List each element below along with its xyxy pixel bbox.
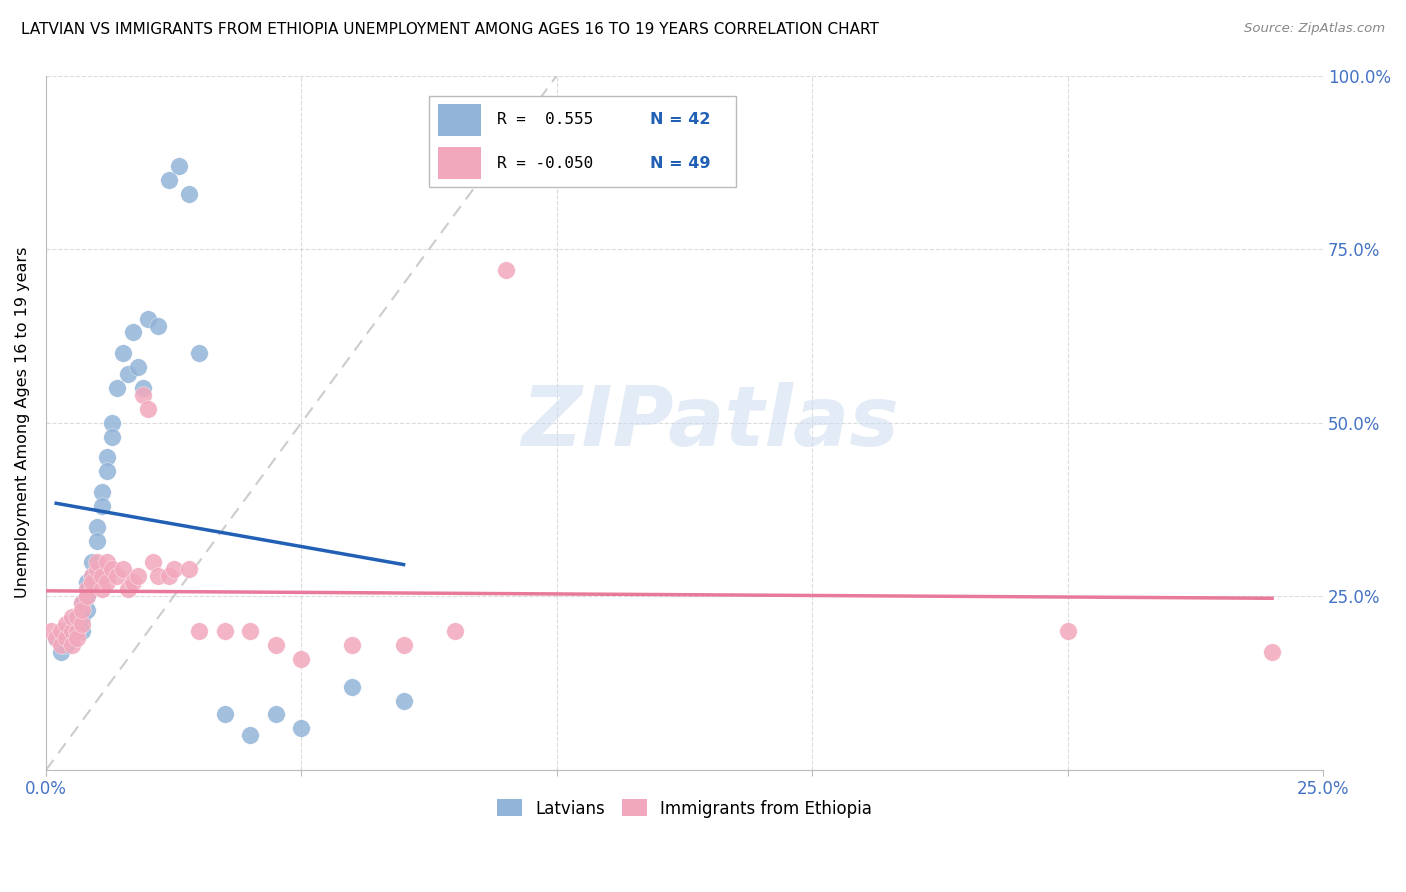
Point — [39, 624, 62, 639]
Point — [65, 610, 87, 624]
Point — [45, 631, 67, 645]
Point — [264, 707, 287, 722]
Point — [60, 638, 83, 652]
Point — [86, 561, 108, 575]
Point — [80, 575, 103, 590]
Point — [70, 617, 93, 632]
Point — [70, 624, 93, 639]
Point — [65, 631, 87, 645]
Point — [107, 381, 129, 395]
Point — [60, 617, 83, 632]
Point — [101, 416, 124, 430]
Point — [55, 624, 77, 639]
Point — [80, 568, 103, 582]
Point — [86, 555, 108, 569]
Point — [290, 652, 312, 666]
Point — [70, 596, 93, 610]
Point — [107, 568, 129, 582]
Point — [167, 159, 190, 173]
Point — [65, 624, 87, 639]
Point — [117, 367, 139, 381]
Point — [91, 499, 114, 513]
Point — [148, 318, 170, 333]
Point — [70, 596, 93, 610]
Point — [101, 561, 124, 575]
Point — [80, 555, 103, 569]
Legend: Latvians, Immigrants from Ethiopia: Latvians, Immigrants from Ethiopia — [491, 793, 879, 824]
Point — [392, 638, 415, 652]
Point — [91, 568, 114, 582]
Point — [91, 485, 114, 500]
Point — [111, 346, 134, 360]
Point — [86, 533, 108, 548]
Point — [214, 624, 236, 639]
Point — [136, 401, 159, 416]
Point — [51, 645, 73, 659]
Text: ZIPatlas: ZIPatlas — [522, 383, 898, 463]
Point — [239, 728, 262, 742]
Point — [132, 388, 155, 402]
Point — [91, 582, 114, 597]
Point — [188, 624, 211, 639]
Text: Source: ZipAtlas.com: Source: ZipAtlas.com — [1244, 22, 1385, 36]
Point — [55, 631, 77, 645]
Point — [177, 186, 200, 201]
Point — [96, 555, 118, 569]
Point — [127, 568, 149, 582]
Point — [121, 575, 143, 590]
Point — [239, 624, 262, 639]
Point — [51, 638, 73, 652]
Point — [60, 610, 83, 624]
Point — [96, 575, 118, 590]
Point — [117, 582, 139, 597]
Point — [142, 555, 165, 569]
Point — [70, 610, 93, 624]
Point — [101, 430, 124, 444]
Point — [132, 381, 155, 395]
Point — [76, 582, 98, 597]
Point — [65, 610, 87, 624]
Point — [163, 561, 186, 575]
Point — [80, 568, 103, 582]
Point — [157, 172, 180, 186]
Point — [60, 631, 83, 645]
Point — [76, 590, 98, 604]
Point — [214, 707, 236, 722]
Point — [60, 624, 83, 639]
Point — [65, 624, 87, 639]
Point — [127, 360, 149, 375]
Point — [76, 603, 98, 617]
Point — [45, 631, 67, 645]
Point — [392, 693, 415, 707]
Point — [76, 590, 98, 604]
Point — [342, 680, 364, 694]
Point — [136, 311, 159, 326]
Point — [264, 638, 287, 652]
Text: LATVIAN VS IMMIGRANTS FROM ETHIOPIA UNEMPLOYMENT AMONG AGES 16 TO 19 YEARS CORRE: LATVIAN VS IMMIGRANTS FROM ETHIOPIA UNEM… — [21, 22, 879, 37]
Point — [342, 638, 364, 652]
Point — [495, 263, 517, 277]
Point — [121, 326, 143, 340]
Point — [148, 568, 170, 582]
Point — [1056, 624, 1078, 639]
Point — [188, 346, 211, 360]
Point — [157, 568, 180, 582]
Point — [86, 520, 108, 534]
Point — [177, 561, 200, 575]
Point — [51, 624, 73, 639]
Point — [443, 624, 465, 639]
Point — [290, 722, 312, 736]
Point — [96, 464, 118, 478]
Point — [55, 617, 77, 632]
Point — [70, 603, 93, 617]
Y-axis label: Unemployment Among Ages 16 to 19 years: Unemployment Among Ages 16 to 19 years — [15, 247, 30, 599]
Point — [96, 450, 118, 465]
Point — [111, 561, 134, 575]
Point — [55, 638, 77, 652]
Point — [76, 575, 98, 590]
Point — [1261, 645, 1284, 659]
